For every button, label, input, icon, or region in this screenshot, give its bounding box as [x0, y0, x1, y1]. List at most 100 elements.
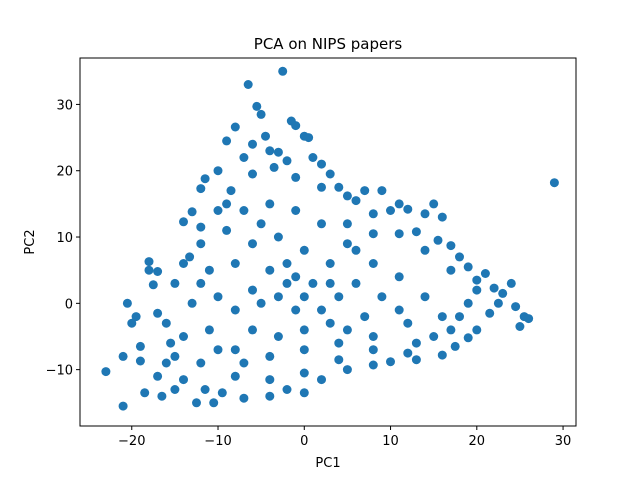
- data-point: [179, 259, 188, 268]
- data-point: [549, 178, 559, 188]
- data-point: [334, 182, 344, 192]
- data-point: [269, 162, 279, 172]
- data-point: [394, 229, 404, 239]
- y-tick-label: −10: [46, 364, 73, 379]
- data-point: [204, 265, 214, 275]
- data-point: [239, 206, 249, 215]
- plot-frame: [79, 57, 577, 427]
- data-point: [446, 325, 456, 335]
- data-point: [299, 345, 309, 355]
- data-point: [265, 351, 275, 361]
- data-point: [291, 172, 301, 182]
- data-point: [222, 199, 232, 209]
- data-point: [450, 341, 460, 351]
- x-tick-label: 30: [555, 434, 572, 449]
- data-point: [144, 257, 154, 267]
- data-point: [515, 322, 525, 331]
- data-point: [463, 298, 473, 308]
- plot-area: −20 −10 0 10 20 30 −10 0 10 20 30: [46, 57, 577, 449]
- data-point: [291, 272, 301, 282]
- data-point: [187, 298, 197, 308]
- data-point: [187, 207, 197, 217]
- data-point: [493, 298, 503, 308]
- data-point: [179, 375, 188, 385]
- data-point: [161, 318, 171, 328]
- data-point: [135, 356, 145, 366]
- data-point: [153, 371, 163, 381]
- data-point: [261, 131, 270, 141]
- data-point: [265, 265, 275, 275]
- data-point: [342, 191, 352, 201]
- data-point: [265, 199, 275, 209]
- data-point: [265, 375, 275, 385]
- data-point: [394, 199, 404, 209]
- data-point: [317, 219, 326, 229]
- data-point: [166, 338, 176, 348]
- data-point: [131, 312, 141, 322]
- data-point: [342, 219, 352, 229]
- data-point: [291, 305, 301, 315]
- data-point: [437, 312, 447, 322]
- data-point: [230, 122, 240, 132]
- data-point: [411, 338, 421, 348]
- data-point: [144, 265, 154, 275]
- data-point: [411, 355, 421, 365]
- data-point: [455, 252, 464, 262]
- data-point: [213, 166, 223, 176]
- data-point: [196, 278, 206, 288]
- data-point: [273, 147, 283, 157]
- data-point: [153, 308, 163, 318]
- data-point: [317, 182, 326, 192]
- x-tick-label: 10: [382, 434, 399, 449]
- data-point: [308, 278, 318, 288]
- data-point: [437, 212, 447, 222]
- data-point: [101, 367, 111, 377]
- data-point: [420, 245, 430, 255]
- data-point: [196, 184, 206, 194]
- y-axis-ticks: −10 0 10 20 30: [46, 98, 80, 379]
- data-point: [157, 391, 167, 401]
- data-point: [122, 298, 132, 308]
- data-point: [446, 265, 456, 275]
- data-point: [170, 351, 180, 361]
- x-axis-title: PC1: [315, 456, 340, 471]
- data-point: [325, 278, 335, 288]
- data-point: [170, 385, 180, 394]
- data-point: [196, 239, 206, 249]
- data-point: [230, 259, 240, 268]
- data-point: [394, 305, 404, 315]
- data-point: [273, 232, 283, 242]
- data-point: [334, 355, 344, 365]
- data-point: [252, 101, 262, 111]
- data-point: [429, 199, 439, 209]
- data-point: [127, 318, 137, 328]
- data-point: [248, 169, 257, 179]
- data-point: [429, 332, 439, 341]
- y-tick-label: 20: [56, 165, 73, 180]
- data-point: [217, 388, 227, 398]
- data-points: [101, 66, 559, 411]
- data-point: [317, 375, 326, 385]
- data-point: [256, 109, 266, 119]
- data-point: [230, 371, 240, 381]
- y-tick-label: 0: [65, 297, 73, 312]
- data-point: [239, 393, 249, 403]
- data-point: [256, 298, 266, 308]
- data-point: [118, 401, 128, 411]
- data-point: [170, 278, 180, 288]
- data-point: [498, 288, 508, 298]
- data-point: [278, 66, 288, 76]
- data-point: [360, 312, 370, 322]
- y-tick-label: 30: [56, 98, 73, 113]
- data-point: [472, 275, 482, 285]
- data-point: [394, 272, 404, 282]
- data-point: [248, 325, 257, 335]
- data-point: [386, 206, 395, 215]
- data-point: [179, 217, 188, 227]
- data-point: [403, 318, 413, 328]
- data-point: [265, 391, 275, 401]
- data-point: [148, 280, 158, 290]
- data-point: [226, 186, 236, 196]
- data-point: [308, 153, 318, 162]
